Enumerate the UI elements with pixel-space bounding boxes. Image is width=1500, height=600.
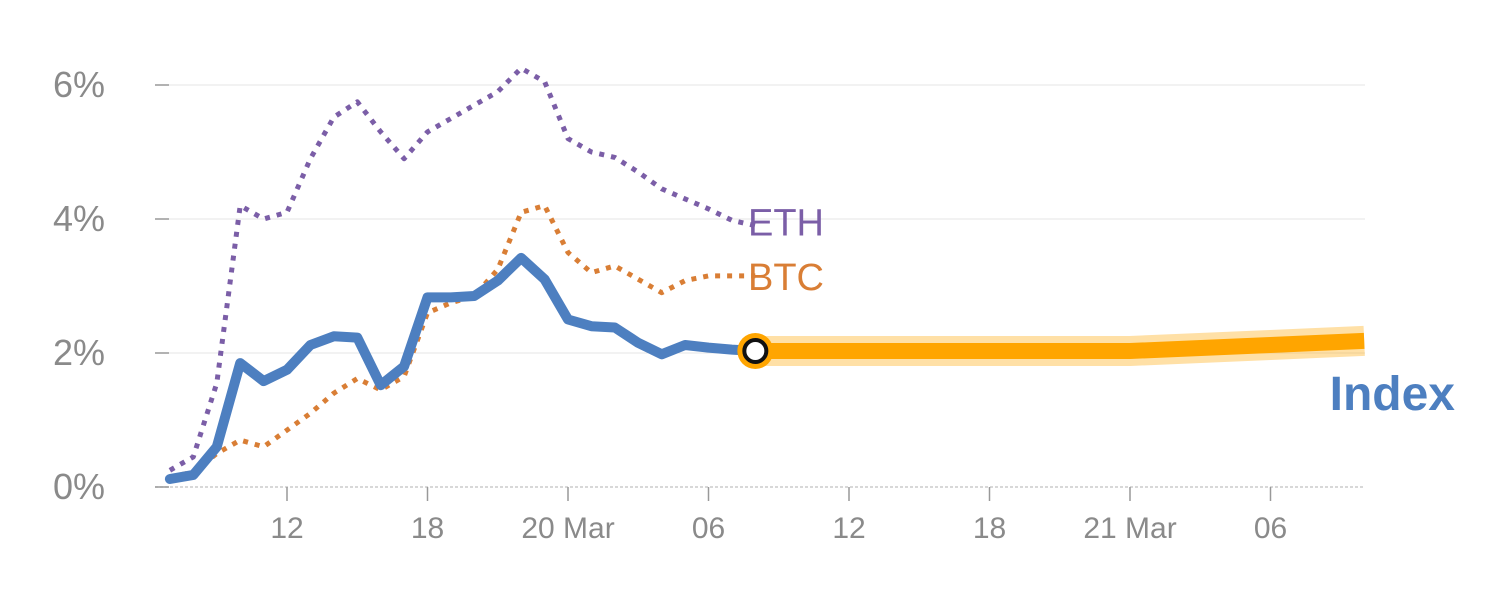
y-tick-label: 6% <box>53 64 105 105</box>
marker-dot <box>742 337 769 364</box>
index-series-line <box>164 252 761 484</box>
x-tick-label: 21 Mar <box>1083 512 1176 545</box>
btc-series-label: BTC <box>748 257 824 299</box>
forecast-band-core <box>755 332 1365 359</box>
current-value-marker <box>737 332 774 369</box>
x-tick-label: 06 <box>1254 512 1287 545</box>
x-tick-label: 12 <box>832 512 865 545</box>
eth-series-line <box>168 65 756 473</box>
btc-series-line <box>169 203 756 480</box>
y-tick-label: 2% <box>53 332 105 373</box>
series-labels: ETH BTC Index <box>748 203 1455 421</box>
axis-layer <box>155 84 1365 501</box>
x-tick-label: 18 <box>411 512 444 545</box>
x-tick-label: 12 <box>270 512 303 545</box>
x-tick-labels: 12 18 20 Mar 06 12 18 21 Mar 06 <box>270 512 1287 545</box>
x-tick-label: 18 <box>973 512 1006 545</box>
x-tick-label: 20 Mar <box>521 512 614 545</box>
x-tick-label: 06 <box>692 512 725 545</box>
eth-series-label: ETH <box>748 203 824 245</box>
y-tick-label: 4% <box>53 198 105 239</box>
index-series-label: Index <box>1330 368 1456 421</box>
forecast-band <box>755 325 1365 366</box>
y-tick-labels: 0% 2% 4% 6% <box>53 64 105 507</box>
y-tick-label: 0% <box>53 466 105 507</box>
series-lines <box>164 65 761 484</box>
